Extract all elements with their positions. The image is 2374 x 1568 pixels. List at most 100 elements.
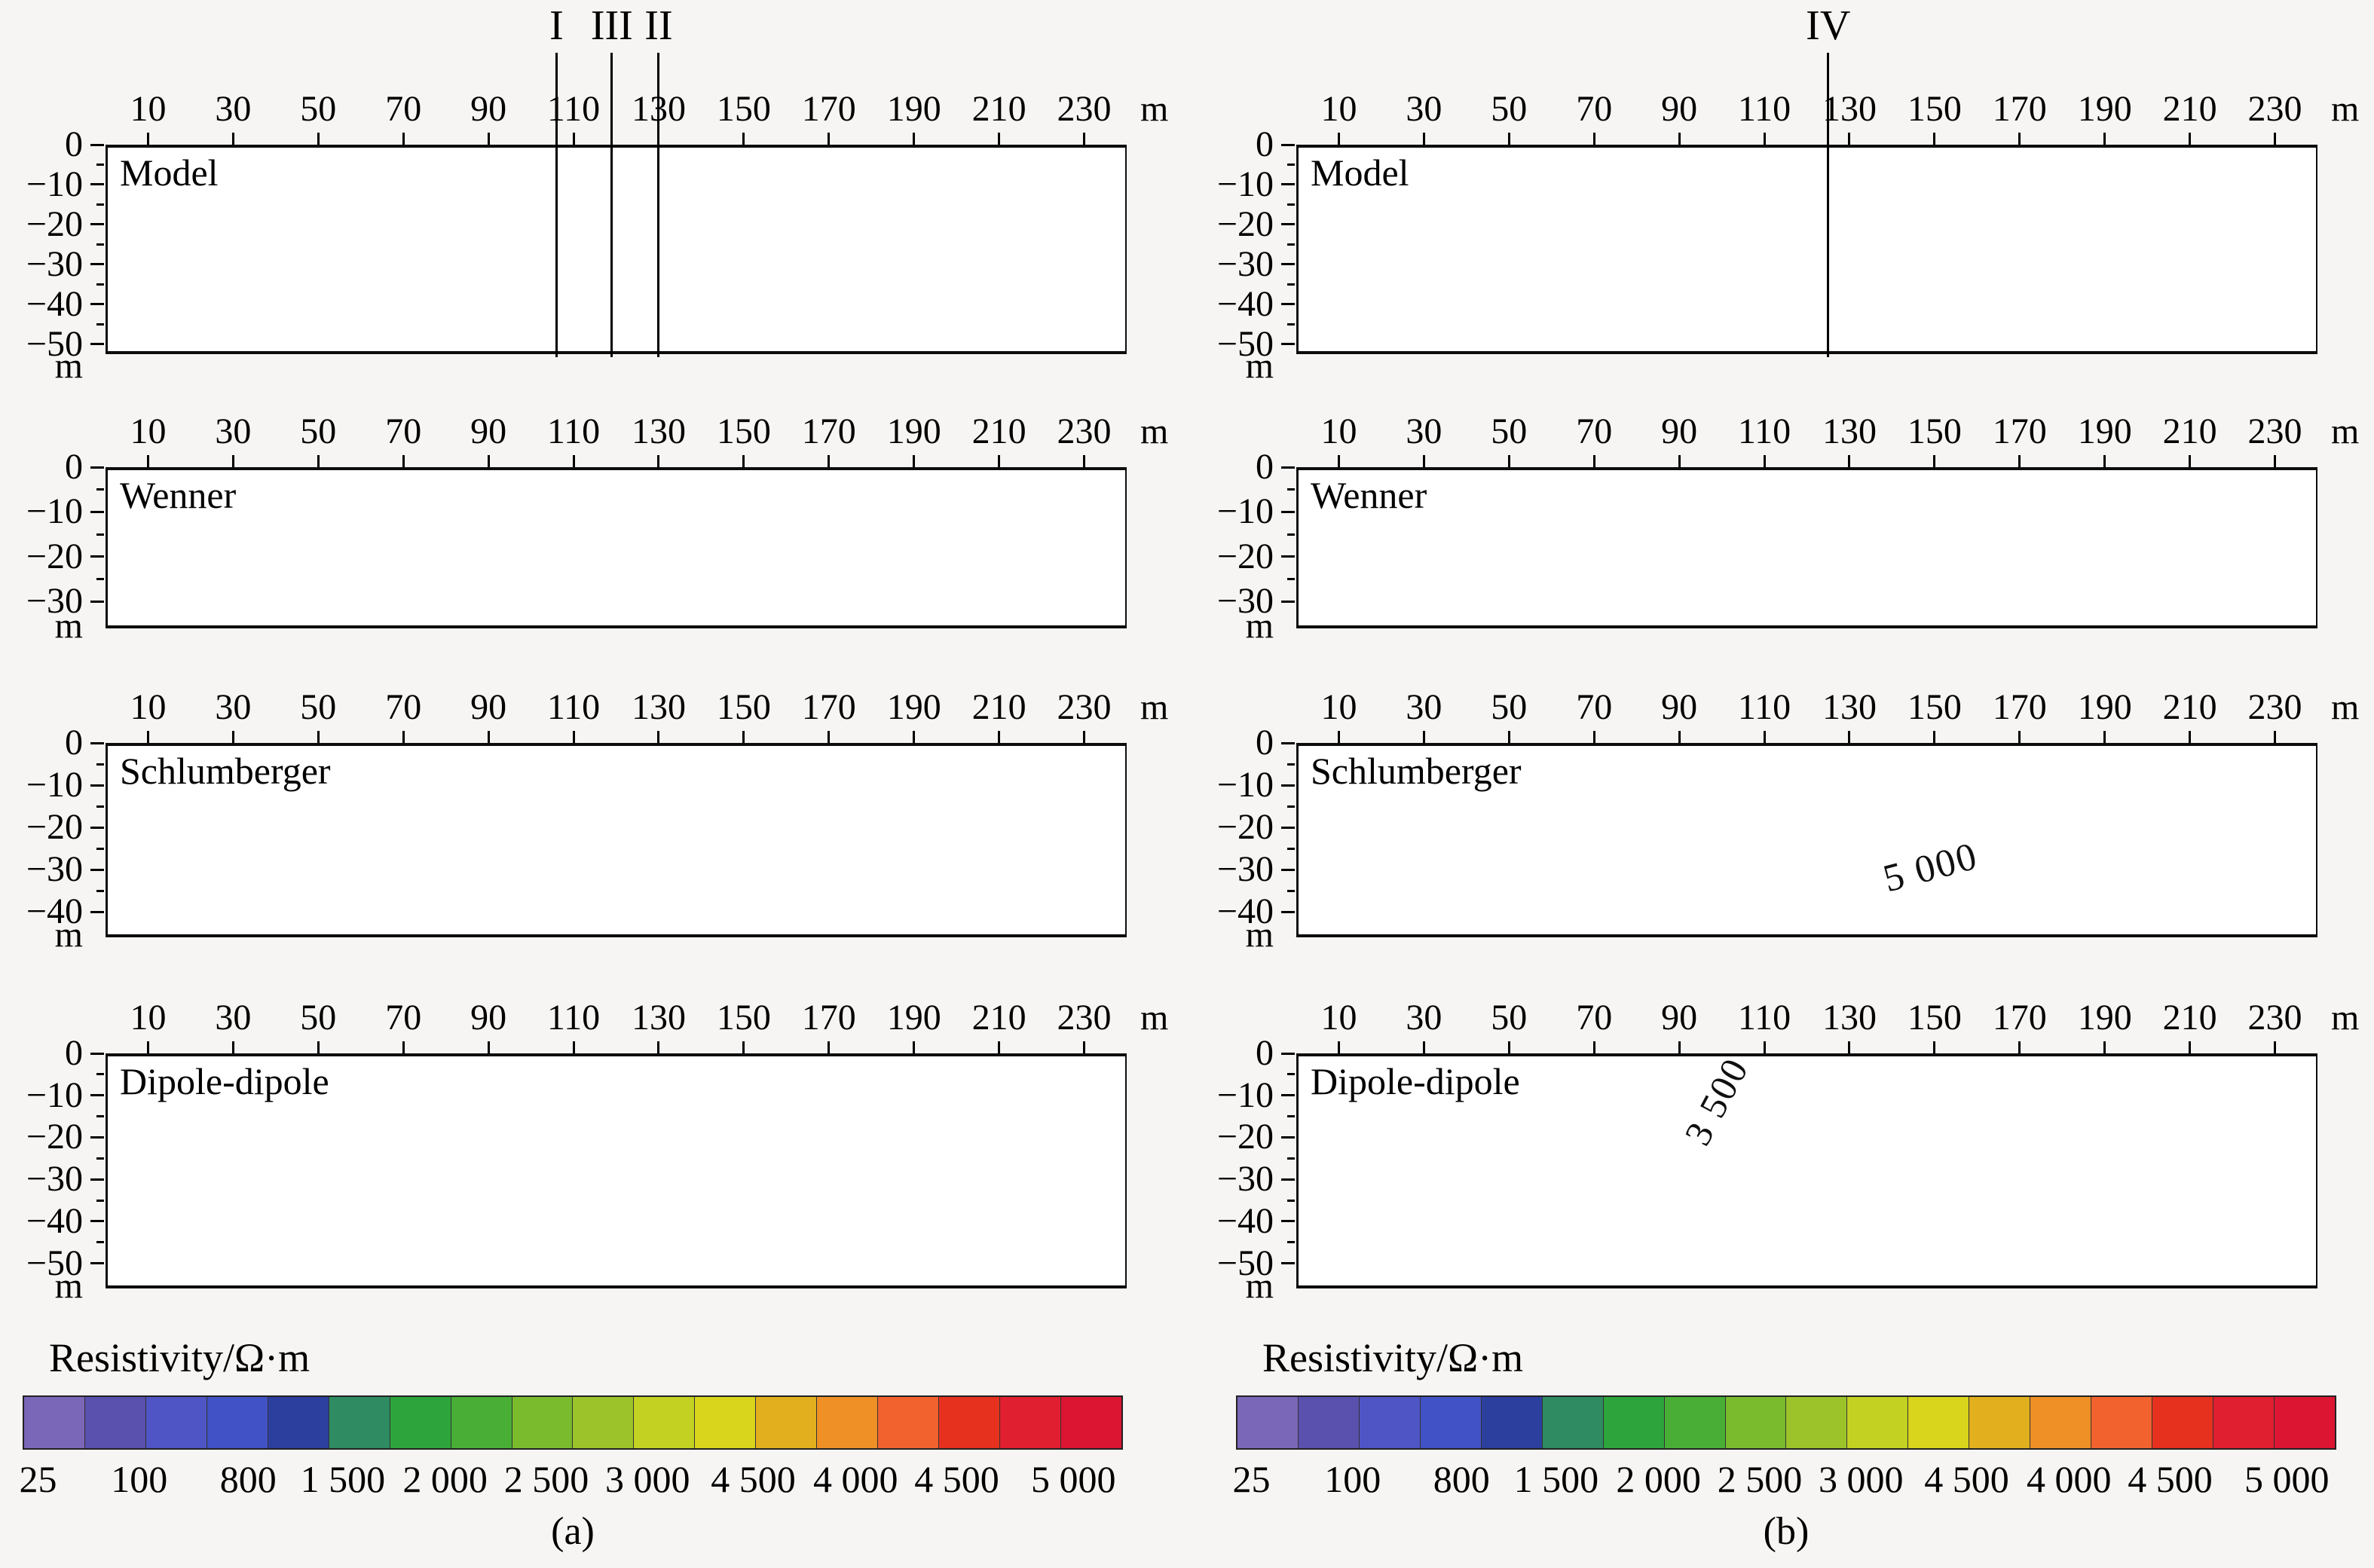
plot-a-dipole: Dipole-dipole	[106, 1053, 1127, 1288]
x-tick-label: 170	[1992, 687, 2047, 727]
x-tick-label: 70	[1576, 411, 1613, 451]
y-tick-label: 0	[1256, 1033, 1274, 1073]
plot-a-schlumberger: Schlumberger	[106, 743, 1127, 937]
x-tick-label: 10	[1320, 687, 1357, 727]
x-tick-label: 190	[2077, 89, 2132, 129]
x-tick-label: 170	[801, 89, 856, 129]
x-tick	[1422, 731, 1425, 743]
y-tick	[1281, 910, 1295, 913]
x-tick	[2189, 731, 2192, 743]
x-tick	[1933, 1041, 1936, 1053]
colorbar-cell	[1725, 1397, 1787, 1448]
x-tick-label: 230	[1057, 998, 1112, 1038]
y-tick	[1281, 1052, 1295, 1055]
x-tick-label: 210	[2162, 411, 2217, 451]
y-tick	[90, 910, 104, 913]
colorbar-tick-label: 100	[1324, 1458, 1381, 1500]
y-tick-label: −40	[1216, 891, 1274, 932]
y-tick-minor	[1287, 283, 1295, 286]
colorbar-cell	[1298, 1397, 1360, 1448]
x-tick-label: 150	[716, 411, 771, 451]
y-tick-label: −40	[26, 1200, 83, 1241]
colorbar-cell	[695, 1397, 757, 1448]
x-tick-label: 190	[2077, 687, 2132, 727]
x-tick	[1933, 133, 1936, 145]
x-tick-label: 190	[886, 411, 941, 451]
x-tick-label: 70	[1576, 998, 1613, 1038]
x-tick-label: 70	[385, 89, 422, 129]
x-tick	[657, 731, 660, 743]
colorbar-tick-label: 4 000	[2026, 1458, 2112, 1500]
y-axis-unit: m	[1245, 1266, 1274, 1307]
x-tick	[913, 731, 916, 743]
x-tick	[1507, 731, 1510, 743]
x-tick	[1507, 133, 1510, 145]
x-tick	[998, 1041, 1001, 1053]
x-tick-label: 130	[1822, 89, 1877, 129]
y-axis-unit: m	[54, 606, 83, 646]
x-tick-label: 130	[631, 998, 686, 1038]
panel-tag-b-schlumberger: Schlumberger	[1299, 746, 2316, 934]
x-tick-label: 10	[130, 89, 167, 129]
x-tick-label: 50	[300, 998, 337, 1038]
x-tick-label: 230	[1057, 89, 1112, 129]
panel-tag-a-wenner: Wenner	[108, 470, 1125, 625]
x-tick-label: 150	[716, 687, 771, 727]
y-tick	[90, 223, 104, 226]
colorbar-tick-label: 100	[111, 1458, 168, 1500]
x-axis-unit: m	[2331, 998, 2360, 1038]
x-tick-label: 90	[470, 998, 507, 1038]
x-tick-label: 30	[1406, 998, 1442, 1038]
colorbar-labels: 25 100 800 1 500 2 000 2 500 3 000 4 500 4 000 4 …	[19, 1457, 1123, 1501]
x-tick-label: 10	[130, 998, 167, 1038]
x-tick-label: 230	[1057, 687, 1112, 727]
x-tick	[1592, 455, 1595, 467]
y-tick	[1281, 555, 1295, 558]
y-tick	[90, 826, 104, 829]
x-tick	[657, 1041, 660, 1053]
y-tick-minor	[96, 1073, 104, 1076]
colorbar-cell	[268, 1397, 329, 1448]
y-tick	[1281, 1220, 1295, 1223]
x-tick-label: 150	[1907, 998, 1962, 1038]
y-tick-label: −30	[26, 581, 83, 622]
x-tick	[1083, 731, 1086, 743]
colorbar-cell	[1420, 1397, 1482, 1448]
y-axis-unit: m	[1245, 915, 1274, 955]
x-tick-label: 150	[1907, 687, 1962, 727]
x-tick	[2018, 1041, 2021, 1053]
y-tick	[1281, 223, 1295, 226]
x-tick	[742, 455, 745, 467]
colorbar-tick-label: 4 500	[914, 1458, 999, 1500]
y-tick	[1281, 1094, 1295, 1097]
x-tick-label: 130	[1822, 998, 1877, 1038]
y-tick	[1281, 741, 1295, 744]
x-tick	[572, 731, 575, 743]
y-tick-label: −10	[26, 491, 83, 532]
colorbar-cell	[2152, 1397, 2213, 1448]
x-tick	[2103, 1041, 2106, 1053]
colorbar-cell	[329, 1397, 390, 1448]
y-tick	[90, 183, 104, 186]
y-tick-label: −10	[1216, 164, 1274, 204]
x-axis-unit: m	[1140, 687, 1169, 727]
colorbar-tick-label: 5 000	[2244, 1458, 2330, 1500]
plot-b-wenner: Wenner	[1296, 467, 2317, 628]
y-tick	[90, 1052, 104, 1055]
colorbar-tick-label: 1 500	[1513, 1458, 1599, 1500]
x-tick	[1083, 1041, 1086, 1053]
y-tick	[90, 263, 104, 266]
x-tick	[1763, 133, 1766, 145]
colorbar-title: Resistivity/Ω·m	[1262, 1335, 1524, 1380]
colorbar-cell	[1359, 1397, 1421, 1448]
x-tick-label: 170	[801, 411, 856, 451]
colorbar-tick-label: 25	[1232, 1458, 1271, 1500]
y-tick	[1281, 1136, 1295, 1139]
x-tick	[1763, 455, 1766, 467]
panel-tag-a-dipole: Dipole-dipole	[108, 1056, 1125, 1285]
x-tick-label: 190	[886, 998, 941, 1038]
y-tick	[90, 1136, 104, 1139]
x-axis-unit: m	[2331, 411, 2360, 451]
x-tick	[487, 133, 490, 145]
profile-marker-label-III: III	[590, 2, 633, 49]
